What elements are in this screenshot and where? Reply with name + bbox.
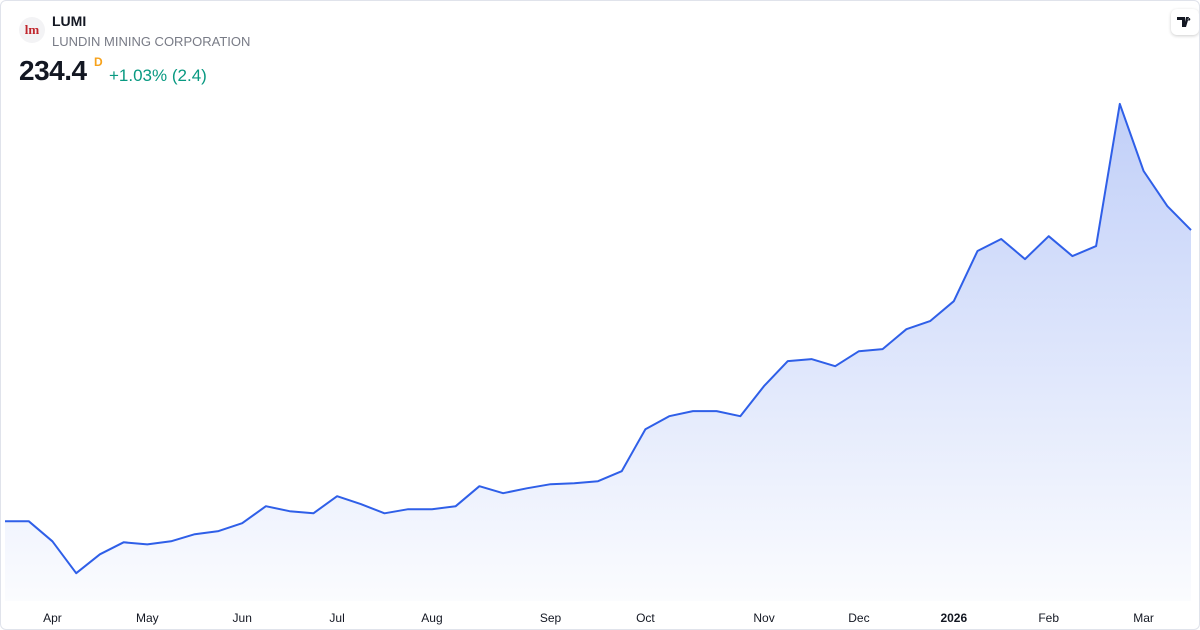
x-tick-label: Oct bbox=[636, 611, 655, 625]
price-line bbox=[5, 102, 1192, 575]
x-tick-label: Jun bbox=[233, 611, 252, 625]
logo: lm bbox=[19, 17, 45, 43]
x-tick-label: Aug bbox=[421, 611, 442, 625]
x-tick-label: 2026 bbox=[940, 611, 967, 625]
change: +1.03% (2.4) bbox=[109, 66, 207, 85]
last-price: 234.4 bbox=[19, 55, 87, 86]
x-tick-label: Apr bbox=[43, 611, 62, 625]
x-tick-label: Sep bbox=[540, 611, 562, 625]
symbol: LUMI bbox=[52, 13, 87, 29]
x-tick-label: May bbox=[136, 611, 159, 625]
x-tick-label: Dec bbox=[848, 611, 869, 625]
tradingview-logo[interactable] bbox=[1171, 9, 1199, 35]
area-fill bbox=[5, 103, 1191, 602]
x-tick-label: Nov bbox=[753, 611, 774, 625]
company: LUNDIN MINING CORPORATION bbox=[52, 34, 251, 49]
tradingview-icon bbox=[1177, 17, 1191, 27]
x-tick-label: Mar bbox=[1133, 611, 1154, 625]
interval: D bbox=[94, 55, 103, 69]
x-tick-label: Jul bbox=[329, 611, 344, 625]
x-tick-label: Feb bbox=[1038, 611, 1059, 625]
